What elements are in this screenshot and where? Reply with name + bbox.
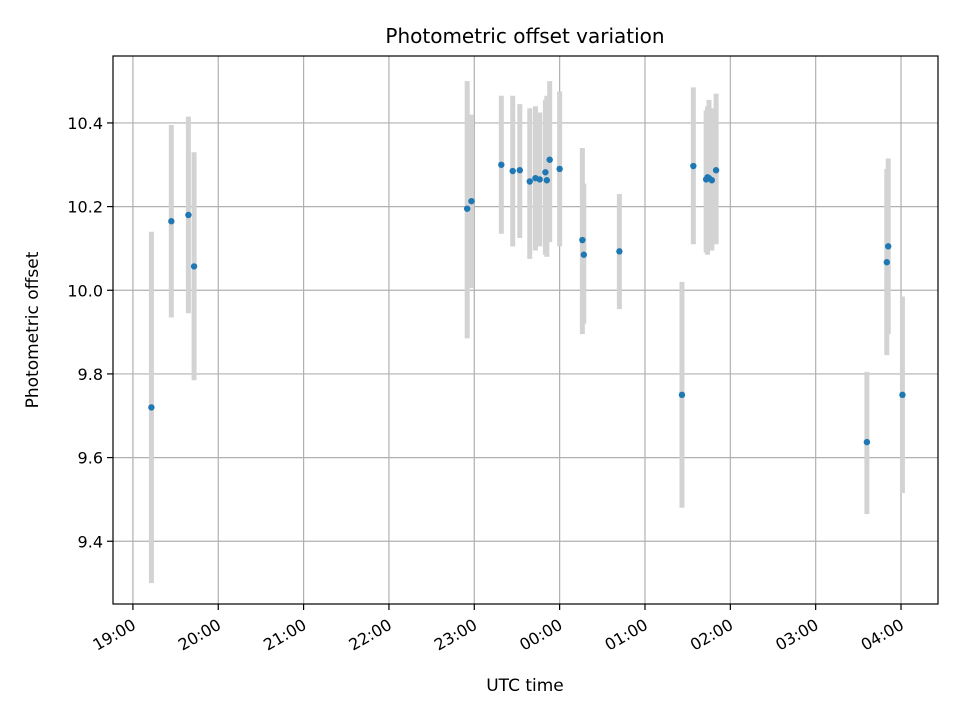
y-axis-label: Photometric offset <box>23 251 43 408</box>
x-tick-label: 03:00 <box>772 615 821 655</box>
y-tick-label: 10.4 <box>67 114 103 133</box>
y-tick-label: 9.8 <box>78 365 103 384</box>
data-point <box>580 251 588 258</box>
data-point <box>168 218 175 225</box>
plot-frame <box>112 55 939 605</box>
data-point <box>148 404 155 411</box>
y-tick-label: 10.2 <box>67 198 103 217</box>
data-point <box>498 161 505 168</box>
grid-layer <box>113 56 938 604</box>
data-point <box>509 167 516 175</box>
data-point <box>543 177 551 184</box>
data-point <box>463 205 471 212</box>
error-bars <box>148 81 905 584</box>
data-point <box>536 176 543 183</box>
y-tick-label: 9.4 <box>78 532 103 551</box>
y-tick-label: 10.0 <box>67 281 103 300</box>
x-tick-label: 01:00 <box>602 615 651 655</box>
data-point <box>678 391 686 399</box>
data-point <box>690 162 697 170</box>
data-point <box>185 211 192 219</box>
x-tick-label: 22:00 <box>346 615 395 655</box>
data-point <box>542 169 549 176</box>
x-axis-ticks: 19:00 20:00 21:00 22:00 23:00 00:00 01:00 02:00… <box>89 604 907 655</box>
data-point <box>885 243 892 250</box>
data-points <box>148 156 906 446</box>
data-point <box>616 248 623 255</box>
x-axis-label: UTC time <box>486 676 564 696</box>
data-point <box>546 156 553 163</box>
data-point <box>526 178 533 185</box>
x-tick-label: 02:00 <box>687 615 736 655</box>
data-point <box>556 165 563 173</box>
data-point <box>712 167 720 174</box>
data-point <box>190 263 198 270</box>
data-point <box>468 197 475 205</box>
chart-title: Photometric offset variation <box>385 24 664 48</box>
data-point <box>708 177 716 184</box>
data-point <box>579 236 586 244</box>
x-tick-label: 23:00 <box>431 615 480 655</box>
data-point <box>883 259 890 266</box>
x-tick-label: 21:00 <box>260 615 309 655</box>
x-tick-label: 19:00 <box>89 615 138 655</box>
x-tick-label: 00:00 <box>516 615 565 655</box>
data-point <box>863 438 871 446</box>
data-point <box>516 167 524 174</box>
data-point <box>899 391 906 399</box>
y-tick-label: 9.6 <box>78 449 103 468</box>
x-tick-label: 04:00 <box>858 615 907 655</box>
y-axis-ticks: 9.4 9.6 9.8 10.0 10.2 10.4 <box>67 114 113 551</box>
x-tick-label: 20:00 <box>175 615 224 655</box>
